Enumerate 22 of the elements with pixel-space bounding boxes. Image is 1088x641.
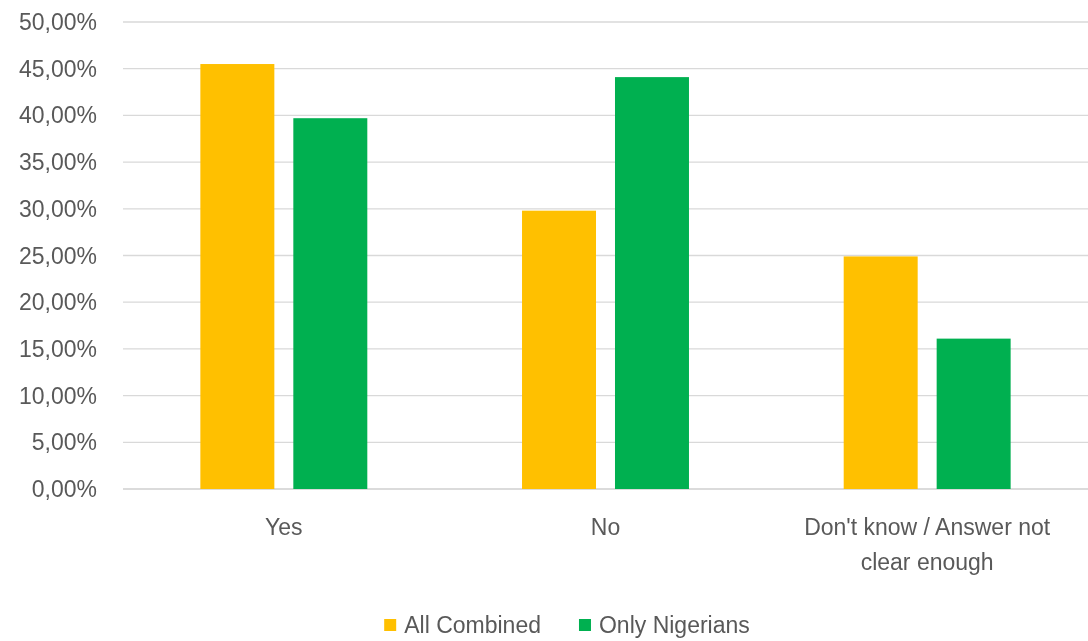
y-tick-label: 15,00% [18, 335, 97, 362]
bar [843, 256, 918, 489]
bar [936, 338, 1011, 489]
y-tick-label: 35,00% [18, 149, 97, 176]
y-tick-label: 20,00% [18, 289, 97, 316]
legend-label: All Combined [404, 612, 541, 638]
legend-label: Only Nigerians [598, 612, 750, 638]
y-tick-label: 5,00% [31, 429, 97, 456]
x-tick-label: Yes [265, 514, 303, 540]
bar [522, 210, 597, 489]
x-tick-label: Don't know / Answer not clear enough [804, 514, 1051, 575]
bar [200, 64, 275, 489]
x-tick-label: No [590, 514, 621, 540]
y-tick-label: 40,00% [18, 102, 97, 129]
y-tick-label: 0,00% [31, 476, 97, 502]
bar [614, 77, 689, 489]
y-tick-label: 50,00% [18, 9, 97, 35]
y-tick-label: 25,00% [18, 242, 97, 269]
y-tick-label: 45,00% [18, 55, 97, 82]
bar [293, 118, 368, 489]
y-tick-label: 30,00% [18, 195, 97, 222]
y-tick-label: 10,00% [18, 382, 97, 409]
